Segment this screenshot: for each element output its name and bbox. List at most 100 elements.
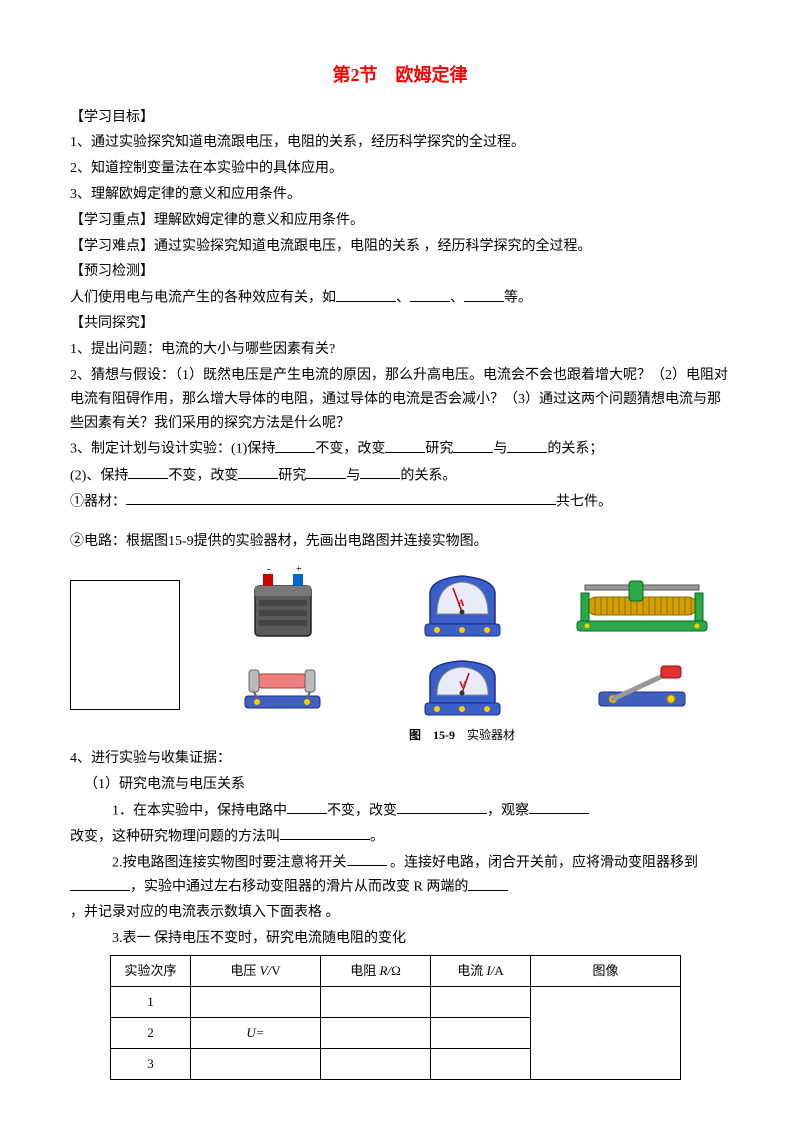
blank [128, 464, 168, 479]
th-seq: 实验次序 [111, 956, 191, 987]
switch-icon [587, 656, 697, 716]
pretest-line: 人们使用电与电流产生的各种效应有关，如 、 、 等。 [70, 286, 730, 310]
objective-2: 2、知道控制变量法在本实验中的具体应用。 [70, 157, 730, 181]
blank [70, 875, 130, 890]
figure-row: - + A [70, 562, 730, 745]
u-eq: U= [246, 1025, 264, 1040]
equipment-grid: - + A [194, 562, 730, 721]
blank [126, 490, 556, 505]
th-v-label: 电压 [230, 963, 256, 978]
ammeter-icon: A [415, 564, 510, 644]
th-r-sym: R/ [380, 963, 392, 978]
step-4-1: （1）研究电流与电压关系 [70, 773, 730, 797]
question-1: 1、提出问题：电流的大小与哪些因素有关? [70, 338, 730, 362]
s411c: ，观察 [487, 803, 529, 818]
svg-text:V: V [459, 680, 466, 690]
th-voltage: 电压 V/V [191, 956, 321, 987]
heading-coexplore: 【共同探究】 [70, 312, 730, 336]
resistor-icon [235, 656, 330, 716]
fig-cap-c: 实验器材 [467, 728, 515, 742]
th-v-sym: V/ [260, 963, 272, 978]
step-4-1-2: 2.按电路图连接实物图时要注意将开关 。连接好电路，闭合开关前，应将滑动变阻器移… [70, 851, 730, 899]
equipment-block: - + A [194, 562, 730, 745]
cell-seq-3: 3 [111, 1049, 191, 1080]
step-4-1-3: 3.表一 保持电压不变时，研究电流随电阻的变化 [70, 927, 730, 951]
step-4-1-1b: 改变，这种研究物理问题的方法叫 。 [70, 825, 730, 849]
blank [280, 825, 370, 840]
blank [453, 437, 493, 452]
pretest-text-b: 、 [396, 291, 410, 306]
s411a: 1．在本实验中，保持电路中 [112, 803, 287, 818]
blank [529, 799, 589, 814]
fig-cap-a: 图 [409, 728, 421, 742]
blank [360, 464, 400, 479]
cell [431, 987, 531, 1018]
cell-seq-2: 2 [111, 1018, 191, 1049]
s411b: 不变，改变 [327, 803, 397, 818]
th-i-unit: A [494, 963, 503, 978]
pretest-text-c: 、 [450, 291, 464, 306]
q3-e: 的关系； [547, 442, 603, 457]
question-3-line1: 3、制定计划与设计实验：(1)保持不变，改变研究与的关系； [70, 437, 730, 461]
pretest-text-a: 人们使用电与电流产生的各种效应有关，如 [70, 291, 336, 306]
s412d: ，并记录对应的电流表示数填入下面表格 。 [70, 905, 340, 920]
equipment-line: ①器材：共七件。 [70, 490, 730, 514]
question-3-line2: (2)、保持不变，改变研究与的关系。 [70, 464, 730, 488]
th-i-label: 电流 [457, 963, 483, 978]
heading-pretest: 【预习检测】 [70, 260, 730, 284]
blank [464, 286, 504, 301]
blank [347, 851, 387, 866]
cell-u: U= [191, 1018, 321, 1049]
s411e: 。 [370, 829, 384, 844]
blank [410, 286, 450, 301]
q3-b: 不变，改变 [315, 442, 385, 457]
s412b: 。连接好电路，闭合开关前，应将滑动变阻器移到 [387, 855, 699, 870]
blank [275, 437, 315, 452]
blank [385, 437, 425, 452]
pretest-text-d: 等。 [504, 291, 532, 306]
step-4-1-1: 1．在本实验中，保持电路中 不变，改变 ，观察 [70, 799, 730, 823]
th-resistance: 电阻 R/Ω [321, 956, 431, 987]
cell [321, 1018, 431, 1049]
cell [431, 1049, 531, 1080]
heading-difficulty: 【学习难点】通过实验探究知道电流跟电压，电阻的关系 ，经历科学探究的全过程。 [70, 235, 730, 259]
s412a: 2.按电路图连接实物图时要注意将开关 [112, 855, 347, 870]
svg-text:+: + [296, 564, 302, 575]
blank [507, 437, 547, 452]
step-4: 4、进行实验与收集证据： [70, 747, 730, 771]
eq-b: 共七件。 [556, 494, 612, 509]
svg-text:A: A [458, 598, 465, 608]
cell [321, 1049, 431, 1080]
fig-cap-b: 15-9 [433, 728, 455, 742]
heading-focus: 【学习重点】理解欧姆定律的意义和应用条件。 [70, 209, 730, 233]
cell-graph [531, 987, 681, 1080]
th-r-label: 电阻 [350, 963, 376, 978]
battery-icon: - + [237, 564, 327, 644]
step-4-1-2b: ，并记录对应的电流表示数填入下面表格 。 [70, 901, 730, 925]
circuit-diagram-box [70, 580, 180, 710]
blank [468, 875, 508, 890]
q3-a: 3、制定计划与设计实验：(1)保持 [70, 442, 275, 457]
th-r-unit: Ω [391, 963, 401, 978]
cell [321, 987, 431, 1018]
s411d: 改变，这种研究物理问题的方法叫 [70, 829, 280, 844]
objective-3: 3、理解欧姆定律的意义和应用条件。 [70, 183, 730, 207]
blank [397, 799, 487, 814]
heading-objectives: 【学习目标】 [70, 106, 730, 130]
question-2: 2、猜想与假设：（1）既然电压是产生电流的原因，那么升高电压。电流会不会也跟着增… [70, 364, 730, 435]
rheostat-icon [567, 567, 717, 642]
cell-seq-1: 1 [111, 987, 191, 1018]
blank [306, 464, 346, 479]
blank [238, 464, 278, 479]
svg-text:-: - [267, 564, 270, 575]
circuit-line: ②电路：根据图15-9提供的实验器材，先画出电路图并连接实物图。 [70, 530, 730, 554]
cell [191, 987, 321, 1018]
objective-1: 1、通过实验探究知道电流跟电压，电阻的关系，经历科学探究的全过程。 [70, 131, 730, 155]
table-row: 1 [111, 987, 681, 1018]
th-v-unit: V [271, 963, 280, 978]
voltmeter-icon: V [415, 651, 510, 721]
blank [287, 799, 327, 814]
q3-j: 的关系。 [400, 468, 456, 483]
q3-c: 研究 [425, 442, 453, 457]
q3-h: 研究 [278, 468, 306, 483]
